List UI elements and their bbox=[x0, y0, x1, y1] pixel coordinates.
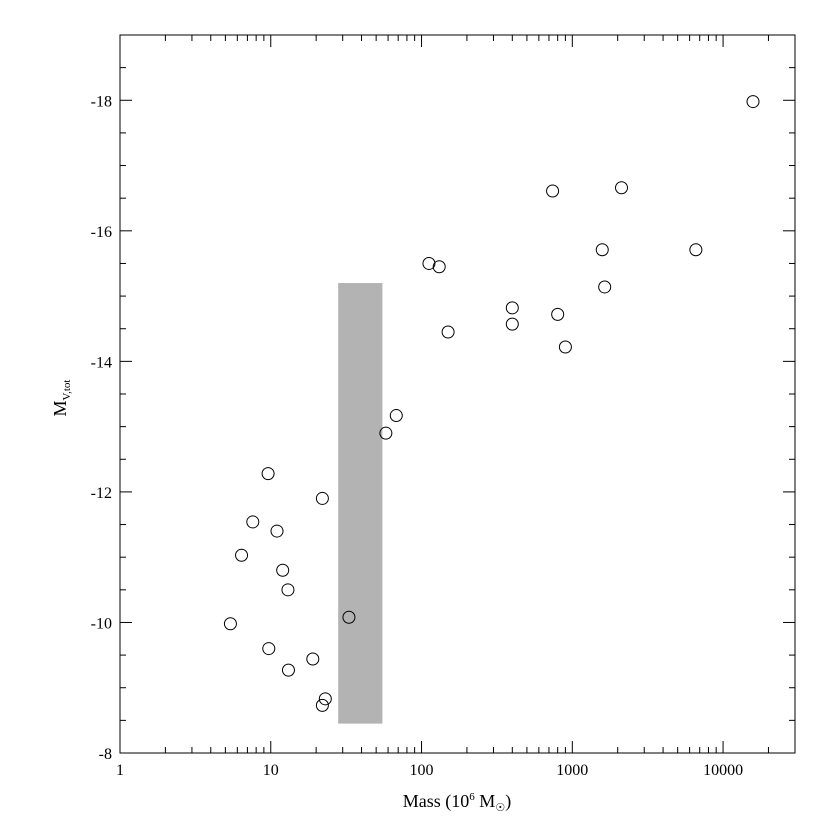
data-point bbox=[235, 548, 249, 562]
data-point bbox=[223, 617, 237, 631]
data-point bbox=[505, 317, 519, 331]
y-tick-label: -16 bbox=[91, 224, 112, 241]
y-axis-label: MV,tot bbox=[50, 380, 73, 417]
data-point bbox=[315, 491, 329, 505]
data-point bbox=[598, 280, 612, 294]
plot-frame bbox=[119, 34, 796, 754]
data-point bbox=[422, 256, 436, 270]
y-tick-label: -8 bbox=[99, 746, 112, 763]
data-point bbox=[261, 467, 275, 481]
data-point bbox=[379, 426, 393, 440]
data-points bbox=[223, 95, 760, 712]
data-point bbox=[246, 515, 260, 529]
x-tick-label: 100 bbox=[410, 762, 434, 779]
data-point bbox=[318, 692, 332, 706]
data-point bbox=[441, 325, 455, 339]
x-tick-label: 10000 bbox=[703, 762, 743, 779]
data-point bbox=[315, 698, 329, 712]
y-tick-label: -10 bbox=[91, 615, 112, 632]
shaded-region-layer bbox=[338, 283, 383, 724]
y-tick-label: -14 bbox=[91, 354, 112, 371]
data-point bbox=[558, 340, 572, 354]
data-point bbox=[546, 184, 560, 198]
data-point bbox=[505, 301, 519, 315]
y-tick-label: -12 bbox=[91, 485, 112, 502]
data-point bbox=[270, 524, 284, 538]
data-point bbox=[432, 260, 446, 274]
y-tick-label: -18 bbox=[91, 93, 112, 110]
plot-border bbox=[119, 34, 796, 754]
x-axis-label: Mass (106 M☉) bbox=[403, 791, 511, 814]
x-tick-label: 1000 bbox=[556, 762, 588, 779]
data-point bbox=[551, 307, 565, 321]
data-point bbox=[689, 243, 703, 257]
x-tick-label: 10 bbox=[263, 762, 279, 779]
data-point bbox=[746, 95, 760, 109]
data-point bbox=[595, 243, 609, 257]
shaded-region bbox=[338, 283, 383, 724]
axis-ticks: 1 10 100 1000 10000 -8 -10 -12 -14 -16 -18 bbox=[91, 34, 796, 779]
data-point bbox=[389, 409, 403, 423]
data-point bbox=[281, 583, 295, 597]
x-tick-label: 1 bbox=[116, 762, 124, 779]
data-point bbox=[306, 652, 320, 666]
data-point bbox=[276, 563, 290, 577]
data-point bbox=[615, 181, 629, 195]
data-point bbox=[262, 642, 276, 656]
data-point bbox=[281, 663, 295, 677]
data-point bbox=[342, 610, 356, 624]
